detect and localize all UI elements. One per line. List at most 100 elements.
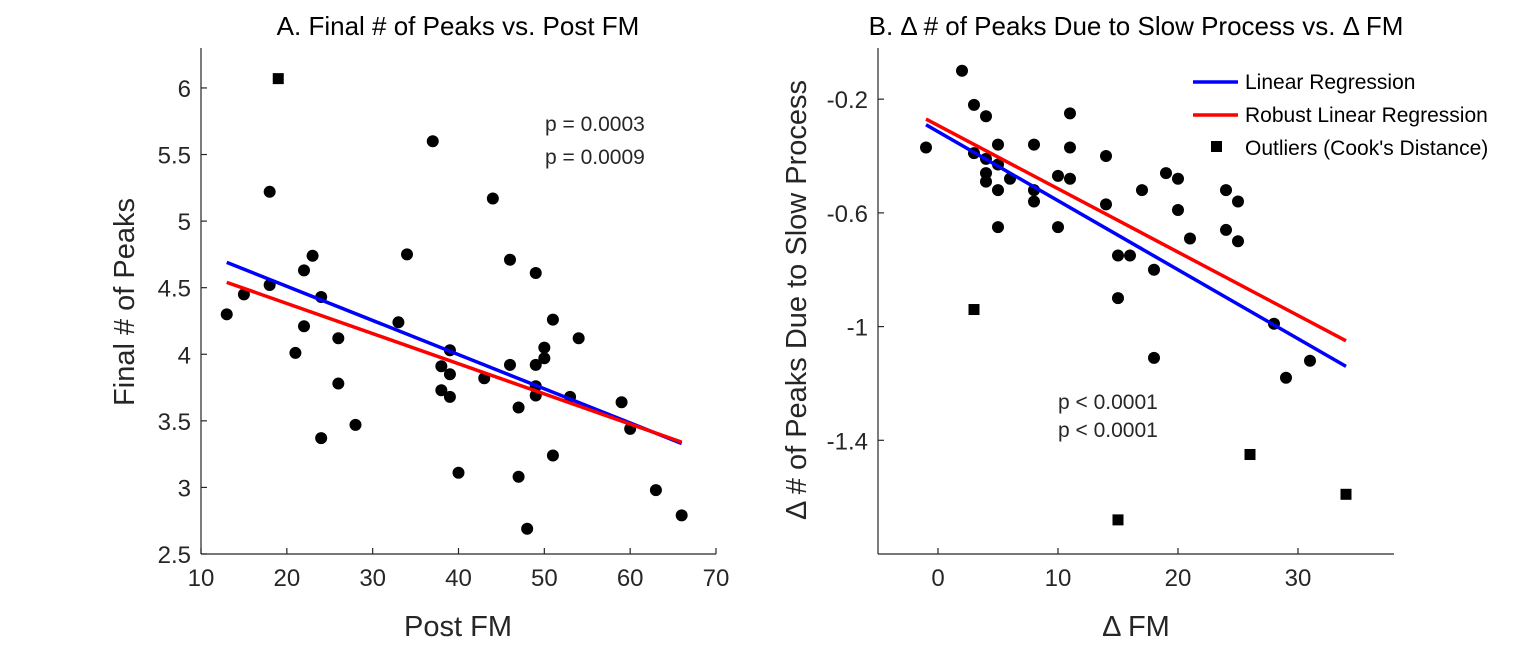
panel-a-axes: 10 20 30 40 50 60 70 2.5 3 3.5 4 4.5 5 5.5 6 — [158, 48, 729, 592]
x-tick-label: 20 — [1165, 565, 1192, 592]
data-point — [521, 522, 534, 535]
data-point — [504, 253, 516, 266]
data-point — [298, 264, 310, 277]
data-point — [529, 358, 542, 371]
data-point — [1028, 138, 1040, 151]
data-point — [443, 368, 456, 381]
data-point — [546, 313, 559, 326]
data-point — [1028, 195, 1040, 208]
panel-b-marks — [920, 64, 1352, 526]
data-point — [504, 358, 516, 371]
data-point — [538, 341, 551, 354]
data-point — [435, 360, 448, 373]
linear-regression-line — [226, 260, 683, 446]
outlier-point — [1244, 449, 1256, 461]
data-point — [298, 320, 310, 333]
y-tick-label: 6 — [178, 76, 191, 103]
data-point — [392, 316, 405, 329]
panel-a-pvalue-robust: p = 0.0009 — [545, 146, 645, 169]
data-point — [920, 141, 932, 154]
data-point — [1220, 223, 1232, 236]
x-tick-label: 50 — [531, 565, 558, 592]
data-point — [435, 384, 448, 397]
data-point — [1172, 172, 1184, 185]
panel-b-title: B. Δ # of Peaks Due to Slow Process vs. … — [869, 11, 1404, 41]
data-point — [1172, 204, 1184, 217]
data-point — [1112, 292, 1124, 305]
data-point — [980, 175, 992, 188]
data-point — [675, 509, 688, 522]
data-point — [1052, 169, 1064, 182]
data-point — [1280, 371, 1292, 384]
outlier-point — [1340, 488, 1352, 500]
panel-a-pvalue-linear: p = 0.0003 — [545, 113, 645, 136]
data-point — [512, 401, 525, 414]
x-tick-label: 0 — [931, 565, 944, 592]
data-point — [992, 221, 1004, 234]
data-point — [315, 432, 328, 445]
robust-regression-line — [925, 117, 1347, 343]
x-tick-label: 40 — [445, 565, 472, 592]
x-tick-label: 10 — [188, 565, 215, 592]
data-point — [980, 110, 992, 123]
data-point — [1100, 198, 1112, 211]
legend-robust-label: Robust Linear Regression — [1245, 104, 1488, 127]
data-point — [1112, 249, 1124, 262]
data-point — [289, 346, 302, 359]
y-tick-label: 3 — [178, 475, 191, 502]
y-tick-label: -1 — [847, 315, 868, 342]
legend-outlier-label: Outliers (Cook's Distance) — [1245, 137, 1488, 160]
data-point — [263, 185, 276, 198]
data-point — [1064, 141, 1076, 154]
data-point — [220, 308, 233, 321]
data-point — [512, 470, 525, 483]
panel-a-xlabel: Post FM — [404, 611, 512, 643]
data-point — [1220, 184, 1232, 197]
data-point — [546, 449, 559, 462]
panel-b-pvalue-robust: p < 0.0001 — [1058, 419, 1158, 442]
robust-regression-line — [226, 280, 683, 444]
data-point — [426, 135, 439, 148]
data-point — [956, 64, 968, 77]
data-point — [1064, 172, 1076, 185]
data-point — [1304, 354, 1316, 367]
data-point — [572, 332, 585, 345]
y-tick-label: 4 — [178, 342, 191, 369]
y-tick-label: -1.4 — [827, 428, 868, 455]
data-point — [486, 192, 499, 205]
legend: Linear Regression Robust Linear Regressi… — [1193, 71, 1488, 160]
data-point — [237, 288, 250, 301]
data-point — [1232, 235, 1244, 248]
outlier-point — [272, 73, 284, 85]
panel-b-axes: 0 10 20 30 -0.2 -0.6 -1 -1.4 — [827, 48, 1394, 592]
x-tick-label: 20 — [273, 565, 300, 592]
data-point — [1124, 249, 1136, 262]
outlier-point — [1112, 514, 1124, 526]
data-point — [649, 484, 662, 497]
panel-b-xlabel: Δ FM — [1102, 611, 1170, 643]
y-tick-label: -0.6 — [827, 201, 868, 228]
data-point — [980, 167, 992, 180]
legend-linear-label: Linear Regression — [1245, 71, 1415, 94]
y-tick-label: 4.5 — [158, 276, 191, 303]
data-point — [538, 352, 551, 365]
data-point — [452, 466, 465, 479]
panel-a-marks — [220, 73, 688, 535]
data-point — [529, 267, 542, 280]
outlier-point — [968, 304, 980, 316]
x-tick-label: 30 — [1285, 565, 1312, 592]
panel-a-title: A. Final # of Peaks vs. Post FM — [277, 11, 640, 41]
data-point — [992, 138, 1004, 151]
y-tick-label: -0.2 — [827, 87, 868, 114]
data-point — [992, 184, 1004, 197]
linear-regression-line — [925, 123, 1347, 368]
data-point — [1064, 107, 1076, 120]
data-point — [332, 377, 345, 390]
panel-a-ylabel: Final # of Peaks — [109, 198, 141, 406]
y-tick-label: 5 — [178, 209, 191, 236]
panel-b-pvalue-linear: p < 0.0001 — [1058, 391, 1158, 414]
y-tick-label: 2.5 — [158, 542, 191, 569]
x-tick-label: 10 — [1045, 565, 1072, 592]
data-point — [968, 98, 980, 111]
panel-b-chart: B. Δ # of Peaks Due to Slow Process vs. … — [781, 11, 1488, 643]
